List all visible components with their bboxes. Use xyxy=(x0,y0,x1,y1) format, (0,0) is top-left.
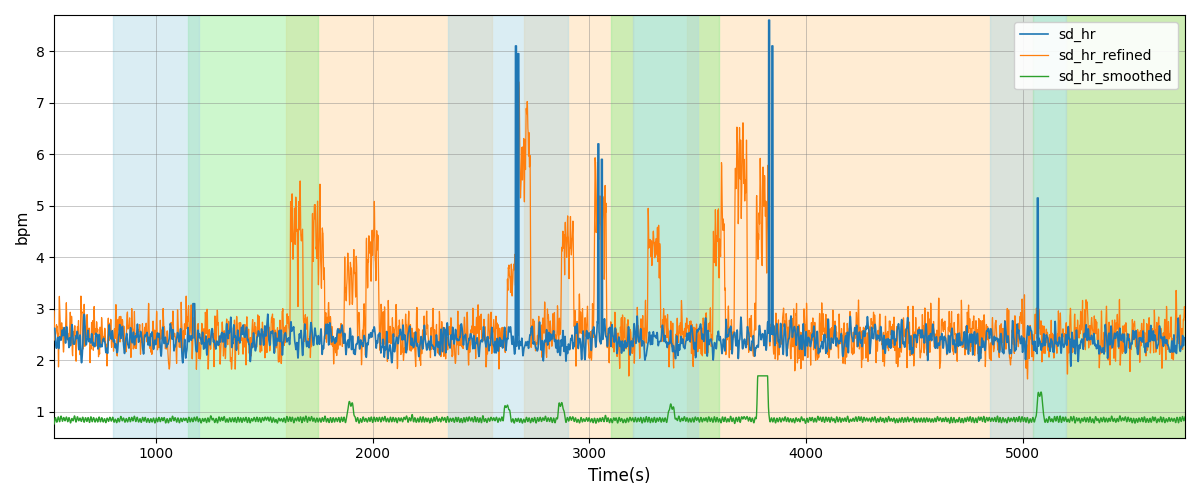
sd_hr_refined xyxy=(824,335,839,341)
sd_hr_smoothed xyxy=(96,418,110,424)
Bar xyxy=(1066,15,1186,438)
Bar xyxy=(686,15,1033,438)
Bar xyxy=(632,15,697,438)
sd_hr_refined xyxy=(511,79,526,85)
sd_hr_refined xyxy=(1020,376,1034,382)
sd_hr_refined xyxy=(98,330,113,336)
Bar xyxy=(524,15,632,438)
sd_hr xyxy=(887,328,901,334)
sd_hr_refined xyxy=(1178,314,1193,320)
sd_hr xyxy=(485,327,499,333)
Line: sd_hr: sd_hr xyxy=(54,20,1186,366)
Line: sd_hr_refined: sd_hr_refined xyxy=(54,82,1186,379)
Bar xyxy=(286,15,492,438)
X-axis label: Time(s): Time(s) xyxy=(588,467,650,485)
Bar xyxy=(990,15,1066,438)
Line: sd_hr_smoothed: sd_hr_smoothed xyxy=(54,376,1186,424)
sd_hr_refined xyxy=(1157,326,1171,332)
sd_hr_smoothed xyxy=(47,421,61,427)
sd_hr xyxy=(96,336,110,342)
sd_hr_smoothed xyxy=(824,416,839,422)
sd_hr_smoothed xyxy=(485,418,499,424)
sd_hr_refined xyxy=(47,308,61,314)
sd_hr xyxy=(1063,363,1078,369)
sd_hr xyxy=(824,339,839,345)
sd_hr_smoothed xyxy=(1157,416,1171,422)
sd_hr_smoothed xyxy=(751,373,766,379)
sd_hr xyxy=(98,343,113,349)
sd_hr_smoothed xyxy=(98,418,113,424)
sd_hr_refined xyxy=(887,320,901,326)
sd_hr_refined xyxy=(485,344,499,349)
Bar xyxy=(449,15,568,438)
sd_hr xyxy=(762,17,776,23)
sd_hr_refined xyxy=(96,338,110,344)
Legend: sd_hr, sd_hr_refined, sd_hr_smoothed: sd_hr, sd_hr_refined, sd_hr_smoothed xyxy=(1014,22,1178,90)
sd_hr xyxy=(1157,334,1171,340)
Bar xyxy=(1033,15,1186,438)
Y-axis label: bpm: bpm xyxy=(16,209,30,244)
sd_hr_smoothed xyxy=(1178,414,1193,420)
Bar xyxy=(188,15,318,438)
sd_hr xyxy=(47,326,61,332)
Bar xyxy=(113,15,199,438)
sd_hr xyxy=(1178,336,1193,342)
sd_hr_smoothed xyxy=(887,415,901,421)
Bar xyxy=(611,15,719,438)
